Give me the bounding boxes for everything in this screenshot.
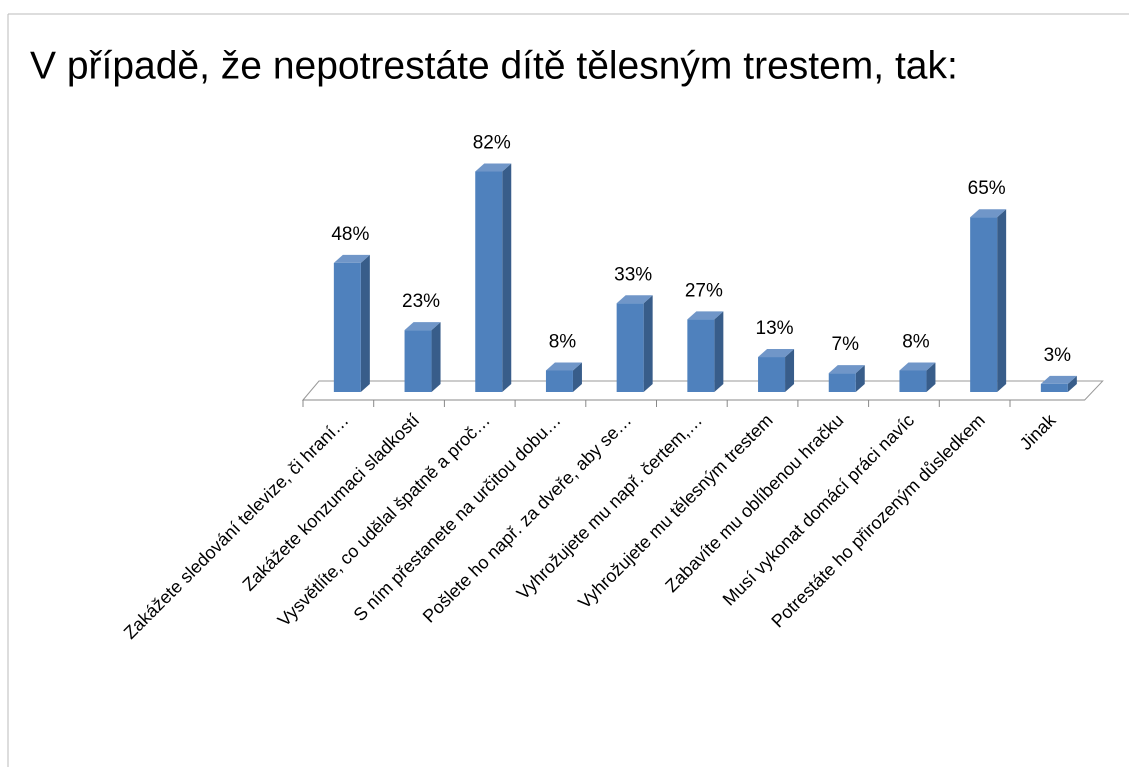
value-label: 13%	[756, 318, 794, 339]
bar-top	[899, 362, 936, 371]
x-tick-label: Jinak	[1016, 409, 1061, 454]
value-label: 48%	[331, 224, 369, 245]
bar-top	[828, 365, 865, 374]
value-label: 65%	[968, 178, 1006, 199]
bar-side	[926, 362, 936, 392]
bar-side	[997, 209, 1007, 392]
bar-top	[1040, 375, 1077, 384]
bar	[899, 370, 927, 392]
bar-top	[475, 163, 512, 172]
bar-side	[714, 311, 724, 392]
chart-title: V případě, že nepotrestáte dítě tělesným…	[30, 44, 958, 87]
bar	[687, 319, 715, 392]
bar-top	[970, 209, 1007, 218]
bar	[758, 357, 786, 392]
bar-top	[545, 362, 582, 371]
bar-top	[687, 311, 724, 320]
bar-side	[572, 362, 582, 392]
bar-top	[404, 322, 441, 331]
bar-top	[333, 254, 370, 263]
bar-side	[360, 254, 370, 392]
bar	[475, 171, 503, 392]
bar-side	[643, 295, 653, 392]
bar-top	[758, 349, 795, 358]
bar-side	[1067, 375, 1077, 392]
value-label: 27%	[685, 280, 723, 301]
bar	[616, 303, 644, 392]
bar	[1040, 383, 1068, 392]
bar-side	[785, 349, 795, 392]
value-label: 82%	[473, 133, 511, 154]
bar	[828, 373, 856, 392]
bar	[545, 370, 573, 392]
value-label: 23%	[402, 291, 440, 312]
bar	[333, 262, 361, 392]
bar-side	[855, 365, 865, 392]
value-label: 3%	[1044, 345, 1072, 366]
bar-side	[502, 163, 512, 392]
value-label: 8%	[549, 332, 577, 353]
value-label: 33%	[614, 264, 652, 285]
value-label: 7%	[832, 334, 860, 355]
bar	[404, 330, 432, 392]
value-label: 8%	[902, 332, 930, 353]
bar-top	[616, 295, 653, 304]
bar-side	[431, 322, 441, 392]
bar	[970, 217, 998, 392]
